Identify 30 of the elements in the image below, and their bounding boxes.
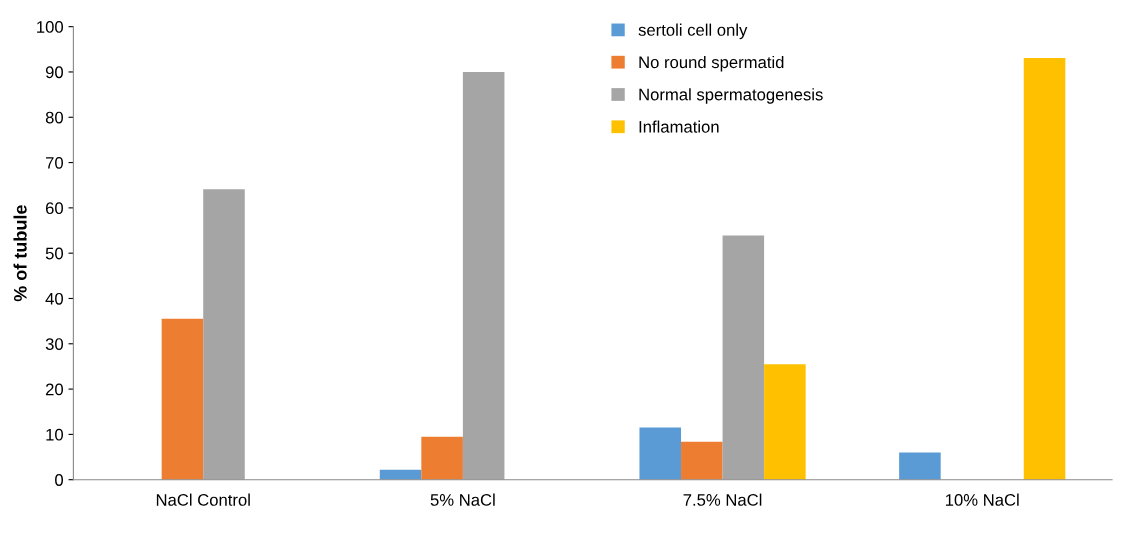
legend-label: Inflamation <box>639 120 719 133</box>
bar <box>722 235 765 480</box>
y-tick-label: 90 <box>45 66 64 79</box>
y-tick-label: 50 <box>45 247 64 260</box>
bar <box>203 189 245 480</box>
bar <box>899 452 941 480</box>
y-tick-label: 20 <box>45 383 64 396</box>
y-tick-label: 40 <box>45 292 64 305</box>
bar <box>639 427 682 480</box>
y-tick-label: 70 <box>45 156 64 169</box>
legend-label: sertoli cell only <box>638 23 748 40</box>
legend-label: Normal spermatogenesis <box>639 88 823 104</box>
bar <box>681 441 723 480</box>
x-tick-label: 10% NaCl <box>945 493 1019 506</box>
y-tick-label: 0 <box>55 474 64 486</box>
bar <box>764 364 806 480</box>
x-tick-label: NaCl Control <box>156 493 250 506</box>
bar <box>462 71 505 480</box>
y-tick-label: 10 <box>46 428 64 441</box>
x-tick-label: 7.5% NaCl <box>683 493 762 506</box>
legend-label: No round spermatid <box>639 55 784 72</box>
bar <box>1023 57 1066 480</box>
y-tick-label: 80 <box>45 111 64 124</box>
y-tick-label: 100 <box>37 21 64 33</box>
bar <box>421 436 463 480</box>
x-tick-label: 5% NaCl <box>430 493 495 506</box>
y-axis-title: % of tubule <box>13 205 27 302</box>
y-tick-label: 30 <box>45 338 64 350</box>
y-tick-label: 60 <box>45 202 64 215</box>
bar <box>161 318 204 480</box>
